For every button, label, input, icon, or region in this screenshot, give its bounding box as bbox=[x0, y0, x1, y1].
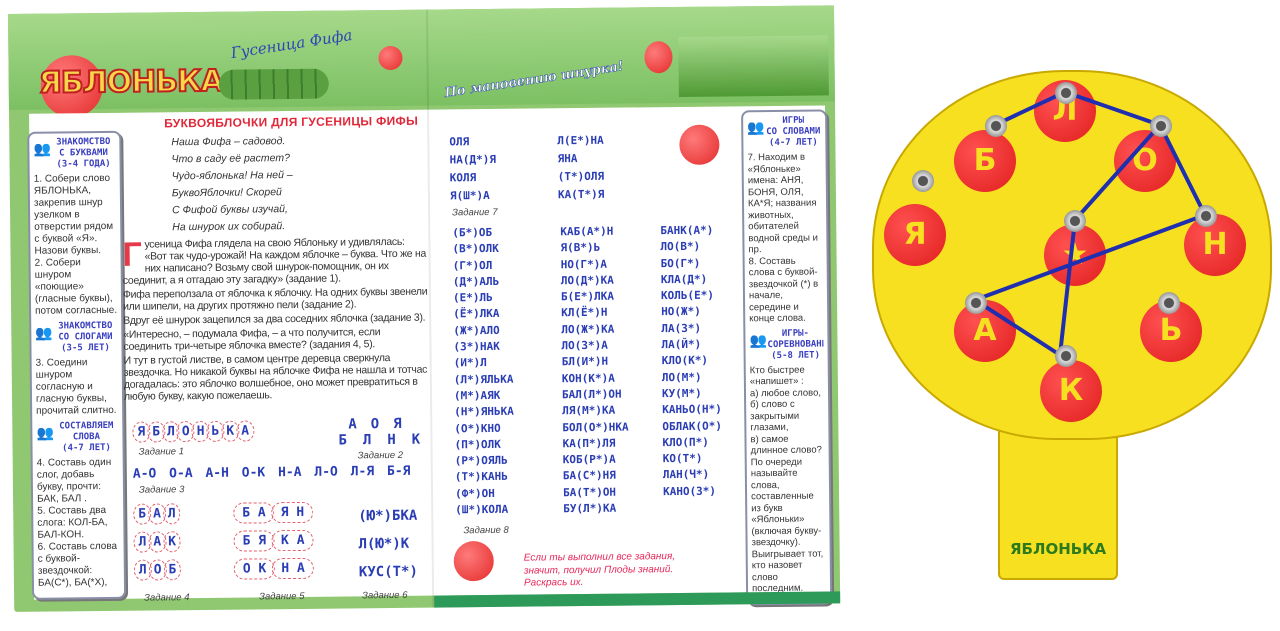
eyelet bbox=[1064, 210, 1086, 232]
apple-letter[interactable]: Я bbox=[884, 204, 946, 266]
apple-letter[interactable]: А bbox=[954, 300, 1016, 362]
eyelet bbox=[965, 292, 987, 314]
apple-letter[interactable]: Б bbox=[954, 130, 1016, 192]
eyelet bbox=[1150, 115, 1172, 137]
eyelet bbox=[1195, 205, 1217, 227]
lace-string bbox=[970, 89, 1208, 359]
tree-trunk bbox=[998, 420, 1118, 580]
apple-letter[interactable]: Н bbox=[1184, 214, 1246, 276]
eyelet bbox=[1055, 82, 1077, 104]
eyelet bbox=[1055, 345, 1077, 367]
eyelet bbox=[985, 115, 1007, 137]
apple-letter[interactable]: К bbox=[1040, 360, 1102, 422]
toy-label: ЯБЛОНЬКА bbox=[1010, 540, 1107, 558]
eyelet bbox=[912, 170, 934, 192]
eyelet bbox=[1158, 292, 1180, 314]
